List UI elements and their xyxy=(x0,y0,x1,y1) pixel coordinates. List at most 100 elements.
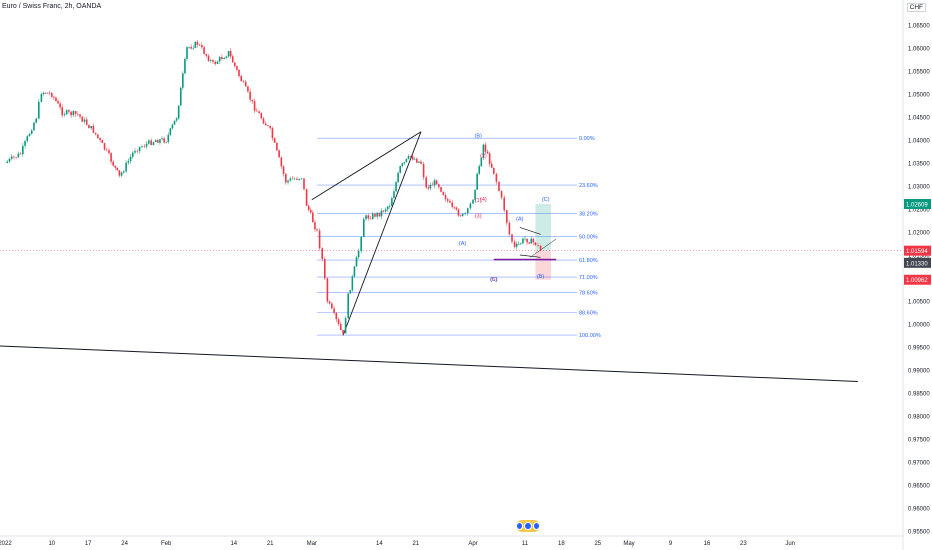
candle-body xyxy=(380,210,383,217)
price-tag xyxy=(904,245,931,256)
candle-body xyxy=(205,54,208,56)
candle-body xyxy=(81,116,84,122)
candle-body xyxy=(262,118,265,124)
price-tag-label: 1.01594 xyxy=(906,249,928,255)
candle-body xyxy=(65,110,68,115)
fib-level-label: 71.00% xyxy=(579,275,598,281)
candle-body xyxy=(35,118,37,123)
y-tick-label: 1.00500 xyxy=(908,300,930,306)
candle-body xyxy=(143,146,146,148)
candle-body xyxy=(287,180,289,183)
candle-body xyxy=(528,242,530,244)
candle-body xyxy=(129,156,132,162)
x-tick-label: 21 xyxy=(267,541,274,547)
x-tick-label: 2022 xyxy=(0,541,12,547)
candle-body xyxy=(134,150,136,153)
y-tick-label: 1.06000 xyxy=(908,47,930,53)
triangle-line xyxy=(519,254,541,258)
candle-body xyxy=(476,173,478,190)
price-tag-label: 1.00962 xyxy=(906,278,928,284)
candle-body xyxy=(22,145,24,155)
candle-body xyxy=(24,141,26,146)
candle-body xyxy=(399,166,401,173)
candle-body xyxy=(175,118,178,121)
candle-body xyxy=(335,312,338,320)
candle-body xyxy=(218,57,221,62)
candle-body xyxy=(244,81,247,87)
y-tick-label: 0.96500 xyxy=(908,484,930,490)
x-tick-label: 25 xyxy=(594,541,601,547)
currency-button[interactable]: CHF xyxy=(906,3,926,12)
candle-body xyxy=(371,213,374,220)
nav-dots-icon[interactable] xyxy=(516,520,540,532)
candle-body xyxy=(503,197,505,211)
candle-body xyxy=(534,242,537,246)
candle-body xyxy=(376,212,378,217)
wave-label: (3) xyxy=(475,213,482,219)
candle-body xyxy=(97,134,99,138)
candle-body xyxy=(328,301,331,304)
candle-body xyxy=(357,250,360,258)
candle-body xyxy=(190,47,192,49)
candle-body xyxy=(28,133,31,137)
y-tick-label: 1.01500 xyxy=(908,254,930,260)
y-tick-label: 1.00000 xyxy=(908,323,930,329)
x-tick-label: 14 xyxy=(376,541,383,547)
candle-body xyxy=(17,153,20,158)
candle-body xyxy=(472,199,474,204)
candle-body xyxy=(285,173,287,183)
candle-body xyxy=(46,92,49,94)
candle-body xyxy=(177,105,180,119)
candle-body xyxy=(221,57,223,60)
candle-body xyxy=(433,180,436,186)
candle-body xyxy=(298,178,300,180)
candle-body xyxy=(278,150,280,158)
x-tick-label: 11 xyxy=(522,541,529,547)
candle-body xyxy=(526,238,528,243)
candle-body xyxy=(337,319,340,325)
candle-body xyxy=(273,138,276,143)
candle-body xyxy=(367,215,370,219)
candle-body xyxy=(413,158,416,160)
candle-body xyxy=(249,91,251,100)
y-tick-label: 0.99000 xyxy=(908,369,930,375)
candle-body xyxy=(401,163,404,167)
candle-body xyxy=(258,111,260,114)
y-tick-label: 1.05000 xyxy=(908,93,930,99)
candle-body xyxy=(169,128,172,135)
candle-body xyxy=(374,213,376,217)
candle-body xyxy=(498,181,500,192)
candle-body xyxy=(264,123,267,126)
candle-body xyxy=(13,156,15,158)
candle-body xyxy=(293,178,296,180)
price-tag-label: 1.01330 xyxy=(906,261,928,267)
y-tick-label: 0.96000 xyxy=(908,507,930,513)
candle-body xyxy=(486,151,489,154)
candle-body xyxy=(271,128,274,139)
candle-body xyxy=(196,41,199,45)
candle-body xyxy=(422,163,425,178)
candle-body xyxy=(425,177,427,188)
y-tick-label: 0.98000 xyxy=(908,415,930,421)
fib-level-label: 61.80% xyxy=(579,258,598,264)
candle-body xyxy=(155,140,157,143)
candle-body xyxy=(120,172,123,176)
candle-body xyxy=(520,243,522,244)
candle-body xyxy=(363,219,365,237)
candle-body xyxy=(353,266,356,277)
candle-body xyxy=(57,101,59,104)
candle-body xyxy=(163,138,165,143)
fib-level-label: 38.20% xyxy=(579,212,598,218)
candle-body xyxy=(30,130,33,134)
candle-body xyxy=(127,161,130,163)
candle-body xyxy=(148,140,150,144)
x-tick-label: 14 xyxy=(230,541,237,547)
candle-body xyxy=(500,191,503,198)
wave-label: (C) xyxy=(490,277,498,283)
candle-body xyxy=(229,51,232,57)
candle-body xyxy=(446,199,449,201)
candle-body xyxy=(10,156,13,159)
candle-body xyxy=(416,158,418,163)
y-tick-label: 0.97500 xyxy=(908,438,930,444)
